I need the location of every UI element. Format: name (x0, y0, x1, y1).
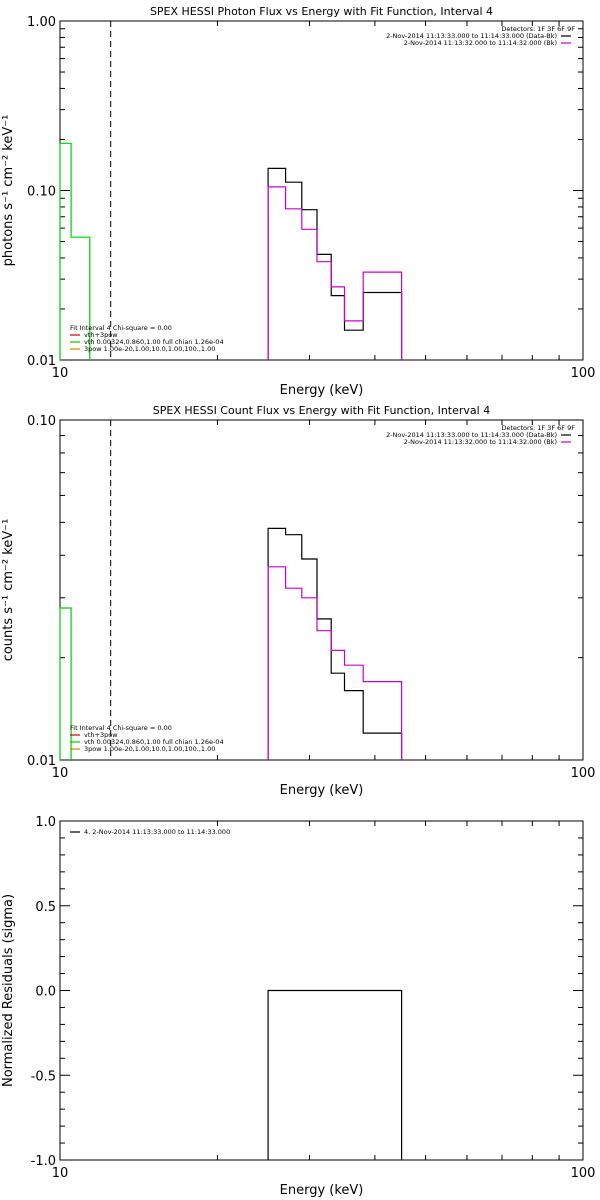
y-tick-label: 1.00 (27, 15, 56, 30)
y-axis-label: counts s⁻¹ cm⁻² keV⁻¹ (1, 519, 16, 662)
x-tick-label: 100 (571, 766, 596, 781)
series-data-bk (267, 527, 403, 760)
y-tick-label: 0.0 (35, 985, 56, 1000)
detectors-label: Detectors: 1F 3F 6F 9F (501, 424, 575, 432)
y-tick-label: -0.5 (31, 1069, 56, 1084)
y-tick-label: 0.10 (27, 185, 56, 200)
y-axis-label: photons s⁻¹ cm⁻² keV⁻¹ (1, 115, 16, 267)
x-tick-label: 100 (571, 1166, 596, 1181)
series-vth (59, 142, 91, 360)
fit-entry: vth 0.00324,0.860,1.00 full chian 1.26e-… (84, 338, 224, 346)
chart-panel-3: 10 100 Energy (keV) 1.0 0.5 0.0 -0.5 -1.0 Normal… (1, 815, 595, 1198)
y-tick-label: 0.01 (27, 754, 56, 769)
plot-frame (59, 419, 584, 761)
legend-entry: 2-Nov-2014 11:13:33.000 to 11:14:33.000 … (386, 32, 557, 40)
series-bk (267, 186, 403, 360)
x-tick-label: 10 (52, 1166, 69, 1181)
fit-header: Fit Interval 4 Chi-square = 0.00 (70, 324, 172, 332)
series-residuals (267, 989, 403, 1160)
fit-entry: 3pow 1.00e-20,1.00,10.0,1.00,100.,1.00 (84, 345, 215, 353)
chart-title: SPEX HESSI Count Flux vs Energy with Fit… (153, 404, 490, 417)
legend-entry: 2-Nov-2014 11:13:33.000 to 11:14:33.000 … (386, 431, 557, 439)
chart-panel-2: SPEX HESSI Count Flux vs Energy with Fit… (1, 404, 595, 798)
plot-frame (59, 20, 584, 361)
legend-entry: 2-Nov-2014 11:13:32.000 to 11:14:32.000 … (404, 438, 557, 446)
x-axis-label: Energy (keV) (280, 783, 364, 798)
y-tick-label: 1.0 (35, 815, 56, 830)
y-tick-label: 0.01 (27, 354, 56, 369)
series-vth (59, 607, 72, 760)
y-tick-label: 0.5 (35, 900, 56, 915)
fit-entry: 3pow 1.00e-20,1.00,10.0,1.00,100.,1.00 (84, 745, 215, 753)
series-data-bk (267, 167, 403, 360)
y-tick-label: 0.10 (27, 414, 56, 429)
series-bk (267, 566, 403, 760)
legend-entry: 4. 2-Nov-2014 11:13:33.000 to 11:14:33.0… (84, 828, 230, 836)
x-axis-label: Energy (keV) (280, 383, 364, 398)
x-tick-label: 10 (52, 766, 69, 781)
x-axis-label: Energy (keV) (280, 1183, 364, 1198)
detectors-label: Detectors: 1F 3F 6F 9F (501, 25, 575, 33)
fit-header: Fit Interval 4 Chi-square = 0.00 (70, 724, 172, 732)
x-tick-label: 100 (571, 366, 596, 381)
fit-entry: vth+3pow (84, 331, 118, 339)
fit-entry: vth 0.00324,0.860,1.00 full chian 1.26e-… (84, 738, 224, 746)
y-tick-label: -1.0 (31, 1154, 56, 1169)
y-axis-label: Normalized Residuals (sigma) (1, 894, 16, 1087)
chart-title: SPEX HESSI Photon Flux vs Energy with Fi… (150, 5, 493, 18)
legend-entry: 2-Nov-2014 11:13:32.000 to 11:14:32.000 … (404, 39, 557, 47)
chart-panel-1: SPEX HESSI Photon Flux vs Energy with Fi… (1, 5, 595, 398)
x-tick-label: 10 (52, 366, 69, 381)
fit-entry: vth+3pow (84, 731, 118, 739)
